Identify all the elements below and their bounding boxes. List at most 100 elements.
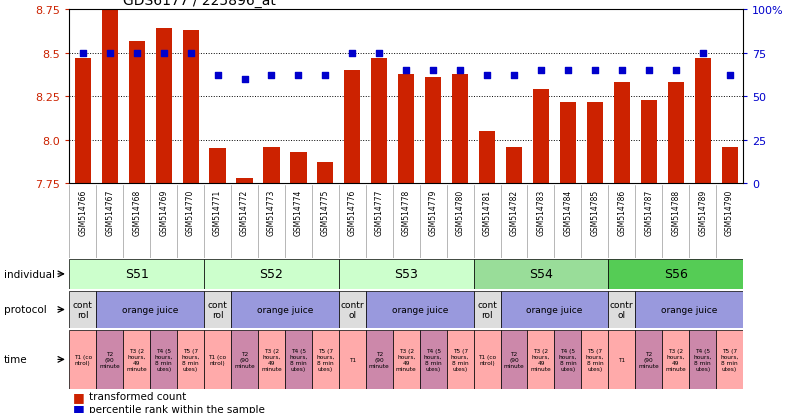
Bar bbox=[128, 42, 145, 184]
Bar bbox=[420, 330, 447, 389]
Text: GSM514790: GSM514790 bbox=[725, 190, 734, 236]
Point bbox=[427, 68, 440, 74]
Text: T2
(90
minute: T2 (90 minute bbox=[99, 351, 120, 368]
Bar bbox=[344, 71, 360, 184]
Bar bbox=[312, 330, 339, 389]
Bar bbox=[75, 59, 91, 184]
Bar bbox=[123, 330, 151, 389]
Text: percentile rank within the sample: percentile rank within the sample bbox=[89, 404, 265, 413]
Bar bbox=[285, 330, 312, 389]
Text: S54: S54 bbox=[529, 268, 553, 281]
Text: ■: ■ bbox=[73, 390, 85, 403]
Text: orange juice: orange juice bbox=[122, 305, 178, 314]
Text: cont
rol: cont rol bbox=[207, 300, 228, 319]
Bar bbox=[667, 83, 684, 184]
Text: GSM514780: GSM514780 bbox=[455, 190, 465, 235]
Point bbox=[697, 50, 709, 57]
Bar bbox=[366, 291, 474, 328]
Bar bbox=[452, 74, 468, 184]
Text: time: time bbox=[4, 354, 28, 365]
Text: T3 (2
hours,
49
minute: T3 (2 hours, 49 minute bbox=[396, 348, 417, 371]
Bar bbox=[694, 59, 711, 184]
Point bbox=[184, 50, 197, 57]
Text: S53: S53 bbox=[394, 268, 418, 281]
Text: GSM514767: GSM514767 bbox=[106, 190, 114, 236]
Bar bbox=[635, 291, 743, 328]
Text: GSM514788: GSM514788 bbox=[671, 190, 680, 235]
Text: GSM514785: GSM514785 bbox=[590, 190, 600, 235]
Text: protocol: protocol bbox=[4, 305, 46, 315]
Bar bbox=[527, 330, 555, 389]
Point bbox=[507, 73, 520, 80]
Point bbox=[158, 50, 170, 57]
Text: GSM514779: GSM514779 bbox=[429, 190, 437, 236]
Text: orange juice: orange juice bbox=[526, 305, 582, 314]
Bar bbox=[231, 330, 258, 389]
Point bbox=[373, 50, 385, 57]
Point bbox=[589, 68, 601, 74]
Text: GSM514777: GSM514777 bbox=[375, 190, 384, 236]
Text: T3 (2
hours,
49
minute: T3 (2 hours, 49 minute bbox=[530, 348, 552, 371]
Text: GDS6177 / 225896_at: GDS6177 / 225896_at bbox=[123, 0, 276, 8]
Text: orange juice: orange juice bbox=[257, 305, 313, 314]
Bar bbox=[177, 330, 204, 389]
Text: individual: individual bbox=[4, 269, 55, 279]
Point bbox=[103, 50, 116, 57]
Point bbox=[400, 68, 412, 74]
Bar bbox=[425, 78, 441, 184]
Bar bbox=[635, 330, 662, 389]
Point bbox=[76, 50, 89, 57]
Bar bbox=[479, 132, 495, 184]
Bar bbox=[69, 330, 96, 389]
Point bbox=[130, 50, 143, 57]
Bar bbox=[662, 330, 690, 389]
Text: T4 (5
hours,
8 min
utes): T4 (5 hours, 8 min utes) bbox=[154, 348, 173, 371]
Bar bbox=[608, 330, 635, 389]
Bar bbox=[366, 330, 392, 389]
Text: T1 (co
ntrol): T1 (co ntrol) bbox=[209, 354, 227, 365]
Text: GSM514775: GSM514775 bbox=[321, 190, 330, 236]
Point bbox=[454, 68, 466, 74]
Text: S56: S56 bbox=[663, 268, 688, 281]
Bar bbox=[722, 147, 738, 184]
Bar bbox=[555, 330, 582, 389]
Text: GSM514776: GSM514776 bbox=[348, 190, 357, 236]
Bar bbox=[290, 152, 307, 184]
Bar bbox=[339, 259, 474, 289]
Text: GSM514786: GSM514786 bbox=[617, 190, 626, 235]
Text: cont
rol: cont rol bbox=[72, 300, 93, 319]
Bar bbox=[559, 102, 576, 184]
Bar bbox=[151, 330, 177, 389]
Text: T2
(90
minute: T2 (90 minute bbox=[234, 351, 255, 368]
Text: GSM514768: GSM514768 bbox=[132, 190, 141, 235]
Text: T3 (2
hours,
49
minute: T3 (2 hours, 49 minute bbox=[665, 348, 686, 371]
Bar bbox=[96, 291, 204, 328]
Bar bbox=[183, 31, 199, 184]
Text: S52: S52 bbox=[259, 268, 284, 281]
Text: T2
(90
minute: T2 (90 minute bbox=[638, 351, 659, 368]
Point bbox=[292, 73, 305, 80]
Text: cont
rol: cont rol bbox=[477, 300, 497, 319]
Point bbox=[238, 76, 251, 83]
Text: T3 (2
hours,
49
minute: T3 (2 hours, 49 minute bbox=[261, 348, 282, 371]
Bar bbox=[339, 291, 366, 328]
Text: orange juice: orange juice bbox=[392, 305, 448, 314]
Bar bbox=[231, 291, 339, 328]
Text: GSM514787: GSM514787 bbox=[645, 190, 653, 235]
Text: T1: T1 bbox=[349, 357, 356, 362]
Text: GSM514782: GSM514782 bbox=[510, 190, 519, 235]
Text: GSM514789: GSM514789 bbox=[698, 190, 707, 235]
Bar bbox=[204, 259, 339, 289]
Text: T5 (7
hours,
8 min
utes): T5 (7 hours, 8 min utes) bbox=[181, 348, 200, 371]
Text: GSM514783: GSM514783 bbox=[537, 190, 545, 235]
Bar bbox=[608, 259, 743, 289]
Text: T2
(90
minute: T2 (90 minute bbox=[504, 351, 524, 368]
Bar bbox=[371, 59, 388, 184]
Text: T4 (5
hours,
8 min
utes): T4 (5 hours, 8 min utes) bbox=[693, 348, 712, 371]
Point bbox=[211, 73, 224, 80]
Bar bbox=[716, 330, 743, 389]
Bar bbox=[614, 83, 630, 184]
Point bbox=[534, 68, 547, 74]
Text: T1 (co
ntrol): T1 (co ntrol) bbox=[478, 354, 496, 365]
Text: contr
ol: contr ol bbox=[610, 300, 634, 319]
